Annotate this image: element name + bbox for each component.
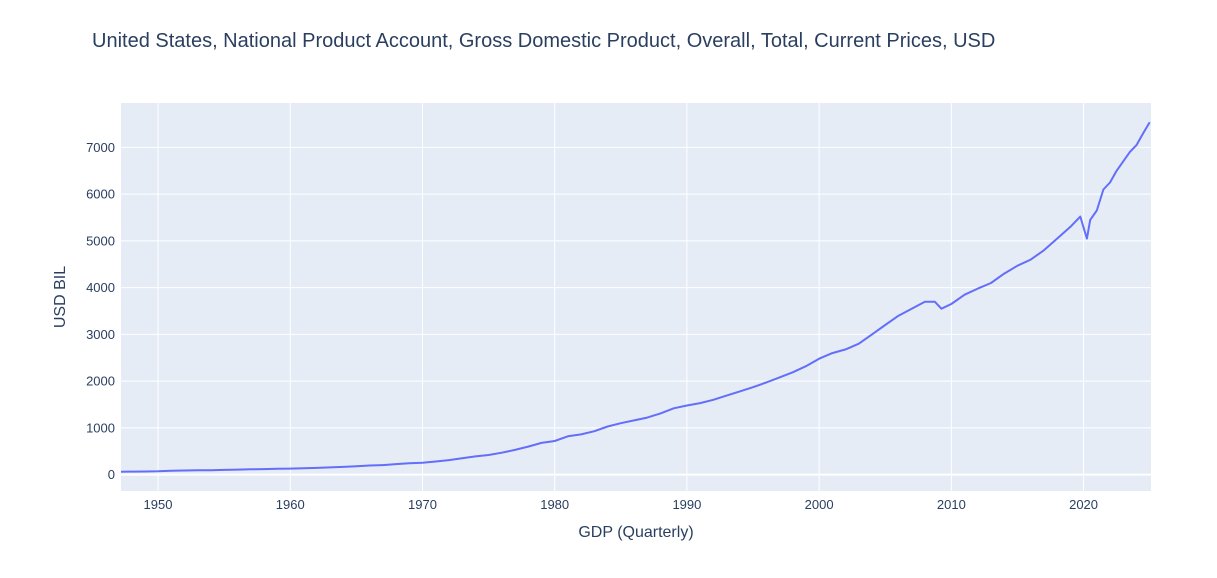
x-tick-label: 2010 bbox=[937, 497, 966, 512]
series-group bbox=[120, 121, 1151, 473]
x-tick-label: 1960 bbox=[276, 497, 305, 512]
y-tick-label: 6000 bbox=[86, 187, 115, 202]
x-tick-label: 2020 bbox=[1069, 497, 1098, 512]
y-gridlines bbox=[121, 146, 1151, 429]
y-tick-label: 1000 bbox=[86, 420, 115, 435]
y-tick-label: 5000 bbox=[86, 233, 115, 248]
y-tick-label: 7000 bbox=[86, 140, 115, 155]
x-tick-label: 1990 bbox=[672, 497, 701, 512]
x-gridlines bbox=[157, 103, 1085, 491]
x-tick-label: 1980 bbox=[540, 497, 569, 512]
y-tick-label: 0 bbox=[108, 467, 115, 482]
x-tick-label: 1970 bbox=[408, 497, 437, 512]
x-tick-label: 2000 bbox=[805, 497, 834, 512]
plot-background bbox=[121, 103, 1151, 491]
y-axis-title: USD BIL bbox=[52, 266, 69, 328]
y-tick-label: 2000 bbox=[86, 374, 115, 389]
y-tick-label: 3000 bbox=[86, 327, 115, 342]
x-tick-label: 1950 bbox=[144, 497, 173, 512]
chart-title: United States, National Product Account,… bbox=[92, 30, 995, 52]
x-tick-labels: 1950 1960 1970 1980 1990 2000 2010 2020 bbox=[144, 497, 1098, 512]
y-tick-label: 4000 bbox=[86, 280, 115, 295]
series-line bbox=[120, 121, 1151, 473]
x-axis-title: GDP (Quarterly) bbox=[578, 524, 693, 541]
y-tick-labels: 0 1000 2000 3000 4000 5000 6000 7000 bbox=[86, 140, 115, 482]
